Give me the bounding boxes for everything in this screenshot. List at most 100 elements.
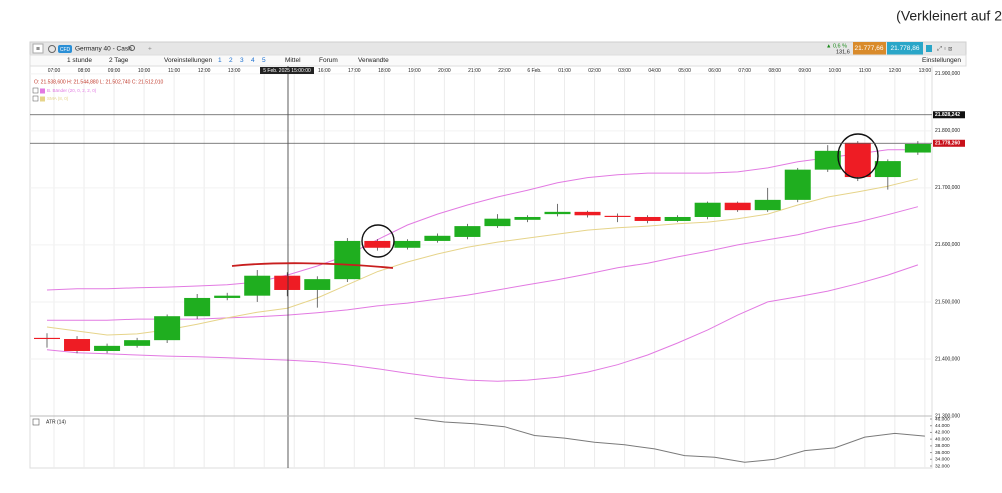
forum[interactable]: Forum (319, 57, 338, 64)
candle-body (454, 226, 481, 237)
candle-body (874, 161, 901, 178)
x-tick-label: 07:00 (738, 68, 751, 74)
legend-swatch (40, 96, 45, 102)
atr-name: ATR (14) (46, 419, 66, 425)
x-tick-label: 04:00 (648, 68, 661, 74)
ask: 21.778,86 (891, 45, 920, 52)
plot-area (29, 65, 933, 469)
x-tick-label: 12:00 (889, 68, 902, 74)
zoom-note: (Verkleinert auf 2 (896, 8, 1002, 24)
candle-body (904, 143, 931, 153)
window-icon[interactable] (926, 45, 932, 52)
info-icon[interactable] (48, 45, 56, 53)
candle-body (724, 202, 751, 211)
hand-circle (361, 224, 395, 258)
x-tick-label: 11:00 (168, 68, 180, 74)
x-tick-label: 6 Feb. (527, 68, 541, 74)
y-tick-label: 21.400,000 (935, 356, 960, 362)
price-label-box (933, 111, 965, 119)
x-tick-label: 18:00 (378, 68, 391, 74)
x-tick-label: 08:00 (768, 68, 781, 74)
x-tick-label: 01:00 (558, 68, 571, 74)
y-tick-label: 21.700,000 (935, 185, 960, 191)
atr-line (414, 417, 925, 463)
x-tick-label: 08:00 (78, 68, 91, 74)
candle-body (244, 275, 271, 296)
x-tick-label: 11:00 (859, 68, 871, 74)
legend-swatch (40, 88, 45, 94)
candle-body (94, 345, 121, 351)
range[interactable]: 2 Tage (109, 57, 129, 64)
candle-body (514, 216, 541, 220)
x-tick-label: 13:00 (919, 68, 932, 74)
candle-body (784, 169, 811, 200)
hand-circle (837, 133, 879, 179)
x-tick-label: 05:00 (678, 68, 691, 74)
candle-body (694, 202, 721, 217)
ask-box[interactable] (887, 42, 923, 55)
instrument[interactable]: Germany 40 - Cash (75, 46, 132, 53)
layout-button[interactable]: 4 (251, 57, 255, 64)
atr-tick-label: 38.000 (935, 443, 950, 449)
atr-tick-label: 36.000 (935, 450, 950, 456)
menu-button[interactable] (32, 43, 44, 54)
x-tick-label: 10:00 (138, 68, 151, 74)
bid-box[interactable] (853, 42, 886, 55)
candle-body (274, 275, 301, 290)
add-tab[interactable]: + (148, 46, 152, 53)
x-tick-label: 12:00 (198, 68, 211, 74)
legend-box (32, 87, 39, 94)
atr-tick-label: 44.000 (935, 423, 950, 429)
x-tick-label: 21:00 (468, 68, 481, 74)
x-tick-label: 17:00 (348, 68, 361, 74)
size[interactable]: Mittel (285, 57, 301, 64)
atr-tick-label: 34.000 (935, 457, 950, 463)
crosshair-box (260, 67, 314, 74)
candle-body (364, 240, 391, 248)
presets[interactable]: Voreinstellungen (164, 57, 212, 64)
y-tick-label: 21.800,000 (935, 128, 960, 134)
layout-button[interactable]: 2 (229, 57, 233, 64)
indicator-line (47, 206, 919, 321)
badge-text: CFD (60, 47, 71, 53)
candle-body (664, 216, 691, 221)
candle-body (124, 340, 151, 346)
candle-body (304, 279, 331, 290)
indicator-line (46, 149, 918, 291)
candle-body (844, 142, 871, 178)
candle-body (154, 316, 181, 341)
search-icon[interactable] (129, 45, 135, 51)
indicator-line (46, 178, 919, 336)
related[interactable]: Verwandte (358, 57, 389, 64)
window-controls[interactable]: ⤢ ▫ ⊠ (937, 46, 952, 53)
settings[interactable]: Einstellungen (922, 57, 961, 64)
candle-body (334, 240, 361, 280)
atr-box[interactable] (32, 418, 40, 426)
layout-button[interactable]: 5 (262, 57, 266, 64)
bid: 21.777,66 (855, 45, 884, 52)
price-label: 21.828,242 (935, 112, 960, 118)
x-tick-label: 09:00 (798, 68, 811, 74)
atr-tick-label: 42.000 (935, 430, 950, 436)
candle-body (184, 297, 211, 317)
price-label: 21.778,260 (935, 141, 960, 147)
price-label-box (933, 139, 965, 147)
plot (34, 141, 931, 382)
hand-line (231, 262, 394, 269)
badge (58, 45, 72, 53)
menu-icon: ≡ (36, 46, 40, 53)
change: ▲ 0,6 % (826, 43, 847, 49)
x-tick-label: 02:00 (588, 68, 601, 74)
interval[interactable]: 1 stunde (67, 57, 92, 64)
x-tick-label: 03:00 (618, 68, 631, 74)
y-tick-label: 21.900,000 (935, 71, 960, 77)
candle-body (634, 216, 661, 221)
x-tick-label: 16:00 (318, 68, 331, 74)
candle-body (574, 211, 601, 216)
layout-button[interactable]: 1 (218, 57, 222, 64)
layout-button[interactable]: 3 (240, 57, 244, 64)
y-tick-label: 21.600,000 (935, 242, 960, 248)
candle-body (484, 218, 511, 227)
